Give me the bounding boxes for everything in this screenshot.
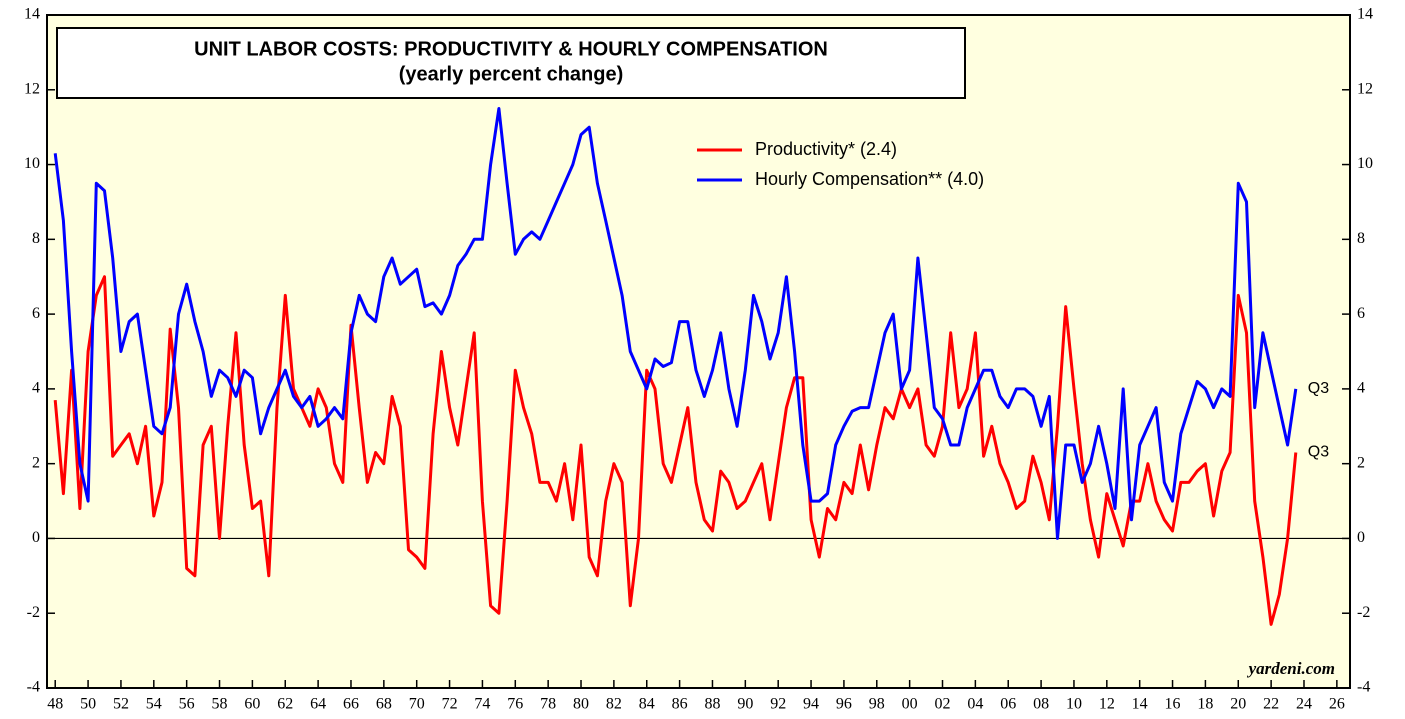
y-tick-label: 0 [32, 529, 40, 546]
y-tick-label: 6 [32, 305, 40, 322]
legend-label: Productivity* (2.4) [755, 139, 897, 159]
x-tick-label: 18 [1197, 696, 1213, 713]
legend-label: Hourly Compensation** (4.0) [755, 169, 984, 189]
x-tick-label: 84 [639, 696, 655, 713]
x-tick-label: 24 [1296, 696, 1312, 713]
x-tick-label: 78 [540, 696, 556, 713]
y2-tick-label: 2 [1357, 454, 1365, 471]
x-tick-label: 22 [1263, 696, 1279, 713]
y-tick-label: -4 [27, 679, 40, 696]
y2-tick-label: 4 [1357, 380, 1365, 397]
x-tick-label: 58 [212, 696, 228, 713]
y2-tick-label: -4 [1357, 679, 1370, 696]
x-tick-label: 82 [606, 696, 622, 713]
end-label: Q3 [1308, 444, 1329, 461]
x-tick-label: 68 [376, 696, 392, 713]
chart-subtitle: (yearly percent change) [399, 63, 624, 85]
x-tick-label: 66 [343, 696, 359, 713]
x-tick-label: 96 [836, 696, 852, 713]
end-label: Q3 [1308, 380, 1329, 397]
line-series [53, 107, 1298, 540]
x-tick-label: 92 [770, 696, 786, 713]
x-tick-label: 08 [1033, 696, 1049, 713]
y-tick-label: 10 [24, 155, 40, 172]
plot-area [46, 14, 1351, 689]
x-tick-label: 04 [967, 696, 983, 713]
y2-tick-label: 8 [1357, 230, 1365, 247]
chart-title: UNIT LABOR COSTS: PRODUCTIVITY & HOURLY … [194, 38, 828, 60]
y2-tick-label: 0 [1357, 529, 1365, 546]
x-tick-label: 06 [1000, 696, 1016, 713]
y2-tick-label: 12 [1357, 80, 1373, 97]
y-tick-label: 4 [32, 380, 40, 397]
x-tick-label: 16 [1165, 696, 1181, 713]
x-tick-label: 60 [244, 696, 260, 713]
x-tick-label: 14 [1132, 696, 1148, 713]
x-tick-label: 74 [474, 696, 490, 713]
x-tick-label: 12 [1099, 696, 1115, 713]
x-tick-label: 94 [803, 696, 819, 713]
x-tick-label: 70 [409, 696, 425, 713]
x-tick-label: 00 [902, 696, 918, 713]
y-tick-label: -2 [27, 604, 40, 621]
y2-tick-label: 10 [1357, 155, 1373, 172]
title-box [56, 27, 966, 99]
y-tick-label: 12 [24, 80, 40, 97]
line-series [53, 275, 1298, 626]
x-tick-label: 90 [737, 696, 753, 713]
x-tick-label: 86 [672, 696, 688, 713]
y-tick-label: 2 [32, 454, 40, 471]
x-tick-label: 20 [1230, 696, 1246, 713]
x-tick-label: 76 [507, 696, 523, 713]
x-tick-label: 48 [47, 696, 63, 713]
x-tick-label: 50 [80, 696, 96, 713]
x-tick-label: 64 [310, 696, 326, 713]
y2-tick-label: 14 [1357, 6, 1373, 23]
x-tick-label: 62 [277, 696, 293, 713]
x-tick-label: 52 [113, 696, 129, 713]
x-tick-label: 98 [869, 696, 885, 713]
y2-tick-label: 6 [1357, 305, 1365, 322]
x-tick-label: 80 [573, 696, 589, 713]
y-tick-label: 8 [32, 230, 40, 247]
x-tick-label: 72 [442, 696, 458, 713]
x-tick-label: 10 [1066, 696, 1082, 713]
x-tick-label: 88 [704, 696, 720, 713]
y2-tick-label: -2 [1357, 604, 1370, 621]
source: yardeni.com [1247, 659, 1335, 678]
x-tick-label: 02 [935, 696, 951, 713]
x-tick-label: 26 [1329, 696, 1345, 713]
y-tick-label: 14 [24, 6, 40, 23]
x-tick-label: 54 [146, 696, 162, 713]
x-tick-label: 56 [179, 696, 195, 713]
